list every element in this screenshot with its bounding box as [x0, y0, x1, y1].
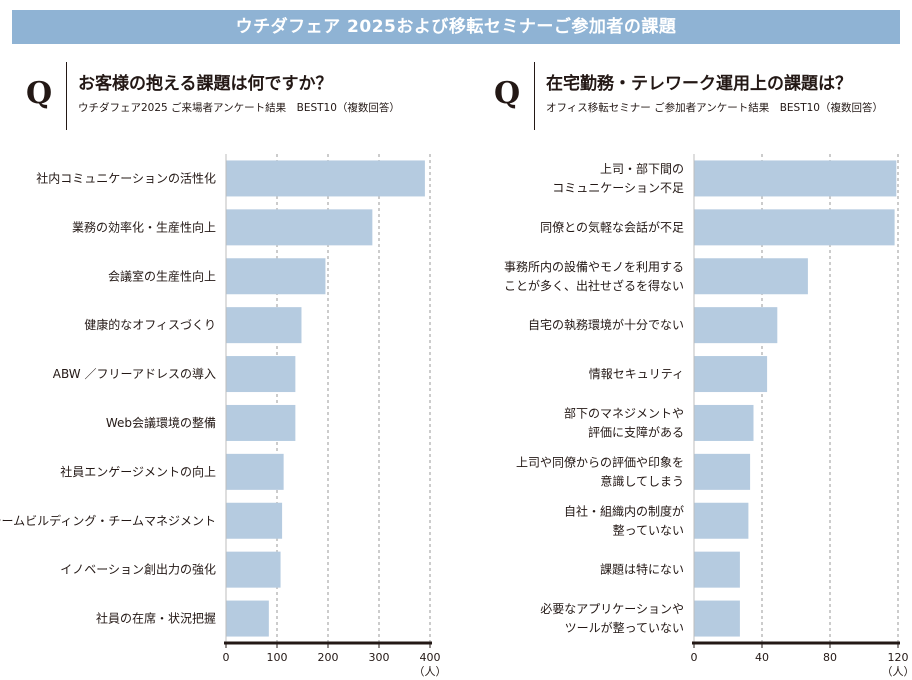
bar: [226, 307, 302, 344]
tick-label: 100: [267, 651, 288, 664]
bar: [694, 600, 740, 637]
bar: [226, 551, 281, 588]
bar: [694, 209, 895, 246]
bar: [694, 502, 749, 539]
q-mark-icon: Q: [494, 76, 521, 111]
tick-label: 120: [888, 651, 909, 664]
category-label: 部下のマネジメントや評価に支障がある: [564, 405, 684, 439]
unit-label: （人）: [414, 665, 447, 678]
bar: [694, 160, 897, 197]
category-label: 社員エンゲージメントの向上: [60, 464, 216, 479]
tick-label: 80: [823, 651, 837, 664]
bar: [226, 404, 296, 441]
question-divider: [534, 62, 535, 130]
category-label: チームビルディング・チームマネジメント: [0, 513, 216, 528]
tick-label: 300: [369, 651, 390, 664]
tick-label: 400: [420, 651, 441, 664]
question-divider: [66, 62, 67, 130]
bar: [226, 502, 283, 539]
category-label: Web会議環境の整備: [106, 415, 216, 430]
bar: [694, 356, 768, 393]
category-label: 業務の効率化・生産性向上: [72, 219, 216, 234]
unit-label: （人）: [882, 665, 912, 678]
question-header-right: Q 在宅勤務・テレワーク運用上の課題は？ オフィス移転セミナー ご参加者アンケー…: [494, 62, 894, 130]
tick-label: 40: [755, 651, 769, 664]
category-label: 上司や同僚からの評価や印象を意識してしまう: [516, 454, 684, 488]
bar: [226, 356, 296, 393]
tick-label: 0: [223, 651, 230, 664]
category-label: 自宅の執務環境が十分でない: [528, 317, 684, 332]
category-label: イノベーション創出力の強化: [60, 563, 216, 577]
category-label: 同僚との気軽な会話が不足: [540, 219, 684, 234]
page-banner: ウチダフェア 2025および移転セミナーご参加者の課題: [12, 10, 900, 44]
tick-label: 200: [318, 651, 339, 664]
bar: [226, 160, 425, 197]
bar: [226, 209, 373, 246]
category-label: 課題は特にない: [600, 562, 684, 577]
category-label: 上司・部下間のコミュニケーション不足: [552, 161, 684, 195]
bar: [226, 258, 326, 295]
category-label: 社員の在席・状況把握: [96, 611, 216, 626]
question-subtitle-right: オフィス移転セミナー ご参加者アンケート結果 BEST10（複数回答）: [546, 102, 883, 114]
category-label: 自社・組織内の制度が整っていない: [564, 503, 684, 537]
category-label: 情報セキュリティ: [589, 367, 684, 381]
category-label: 社内コミュニケーションの活性化: [36, 170, 216, 185]
category-label: 健康的なオフィスづくり: [84, 317, 216, 332]
question-title-right: 在宅勤務・テレワーク運用上の課題は？: [546, 74, 852, 94]
bar: [694, 258, 808, 295]
question-header-left: Q お客様の抱える課題は何ですか？ ウチダフェア2025 ご来場者アンケート結果…: [26, 62, 426, 130]
bar: [226, 600, 269, 637]
category-label: ABW ／フリーアドレスの導入: [53, 367, 216, 381]
question-title-left: お客様の抱える課題は何ですか？: [78, 74, 333, 94]
bar: [694, 453, 751, 490]
category-label: 事務所内の設備やモノを利用することが多く、出社せざるを得ない: [504, 259, 684, 293]
bar: [694, 551, 740, 588]
question-subtitle-left: ウチダフェア2025 ご来場者アンケート結果 BEST10（複数回答）: [78, 102, 400, 114]
q-mark-icon: Q: [26, 76, 53, 111]
bar: [226, 453, 284, 490]
tick-label: 0: [691, 651, 698, 664]
bar: [694, 404, 754, 441]
category-label: 必要なアプリケーションやツールが整っていない: [540, 602, 684, 635]
bar: [694, 307, 778, 344]
category-label: 会議室の生産性向上: [108, 268, 216, 283]
